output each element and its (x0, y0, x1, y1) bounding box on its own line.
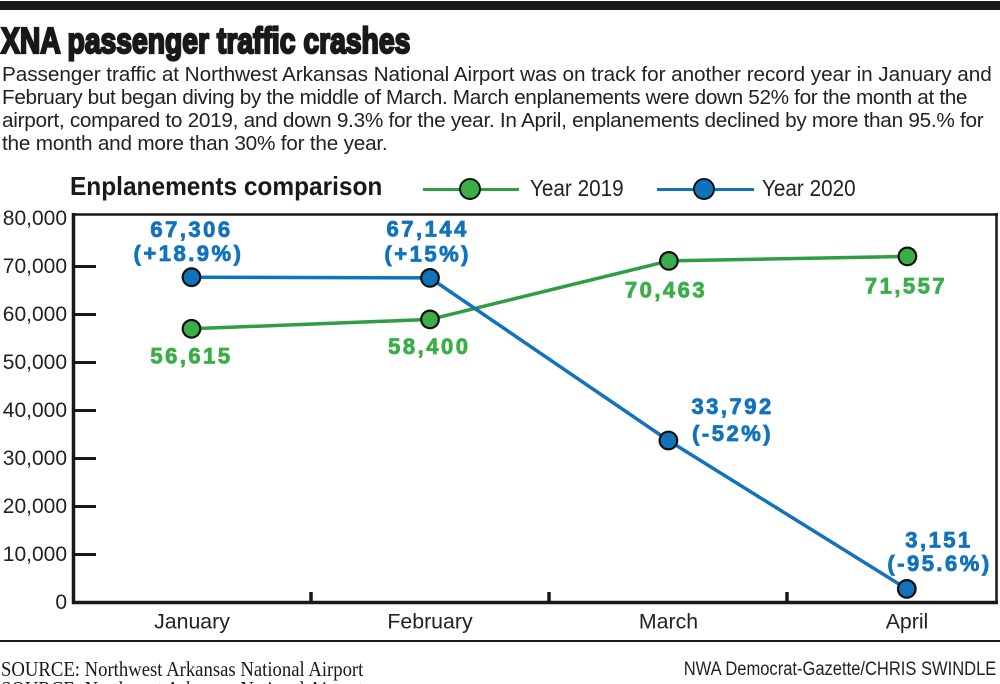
svg-text:33,792: 33,792 (691, 394, 773, 419)
svg-text:(+15%): (+15%) (384, 241, 471, 266)
svg-text:58,400: 58,400 (388, 334, 470, 359)
svg-text:April: April (886, 610, 929, 634)
svg-text:67,306: 67,306 (150, 217, 232, 242)
svg-text:February: February (387, 610, 473, 634)
svg-text:20,000: 20,000 (3, 495, 67, 518)
svg-text:50,000: 50,000 (3, 351, 67, 374)
svg-text:March: March (639, 610, 698, 634)
svg-text:70,000: 70,000 (3, 255, 67, 278)
svg-text:3,151: 3,151 (905, 528, 973, 553)
svg-text:70,463: 70,463 (625, 278, 707, 303)
svg-text:January: January (154, 610, 230, 634)
svg-text:30,000: 30,000 (3, 447, 67, 470)
svg-text:60,000: 60,000 (3, 303, 67, 326)
svg-text:(-95.6%): (-95.6%) (887, 551, 991, 576)
svg-text:10,000: 10,000 (3, 543, 67, 566)
svg-text:56,615: 56,615 (150, 344, 232, 369)
svg-text:(+18.9%): (+18.9%) (134, 241, 244, 266)
svg-text:0: 0 (55, 591, 67, 614)
svg-text:40,000: 40,000 (3, 399, 67, 422)
svg-text:(-52%): (-52%) (692, 421, 773, 446)
svg-text:71,557: 71,557 (865, 274, 947, 299)
svg-text:67,144: 67,144 (387, 217, 469, 242)
svg-text:80,000: 80,000 (3, 207, 67, 230)
